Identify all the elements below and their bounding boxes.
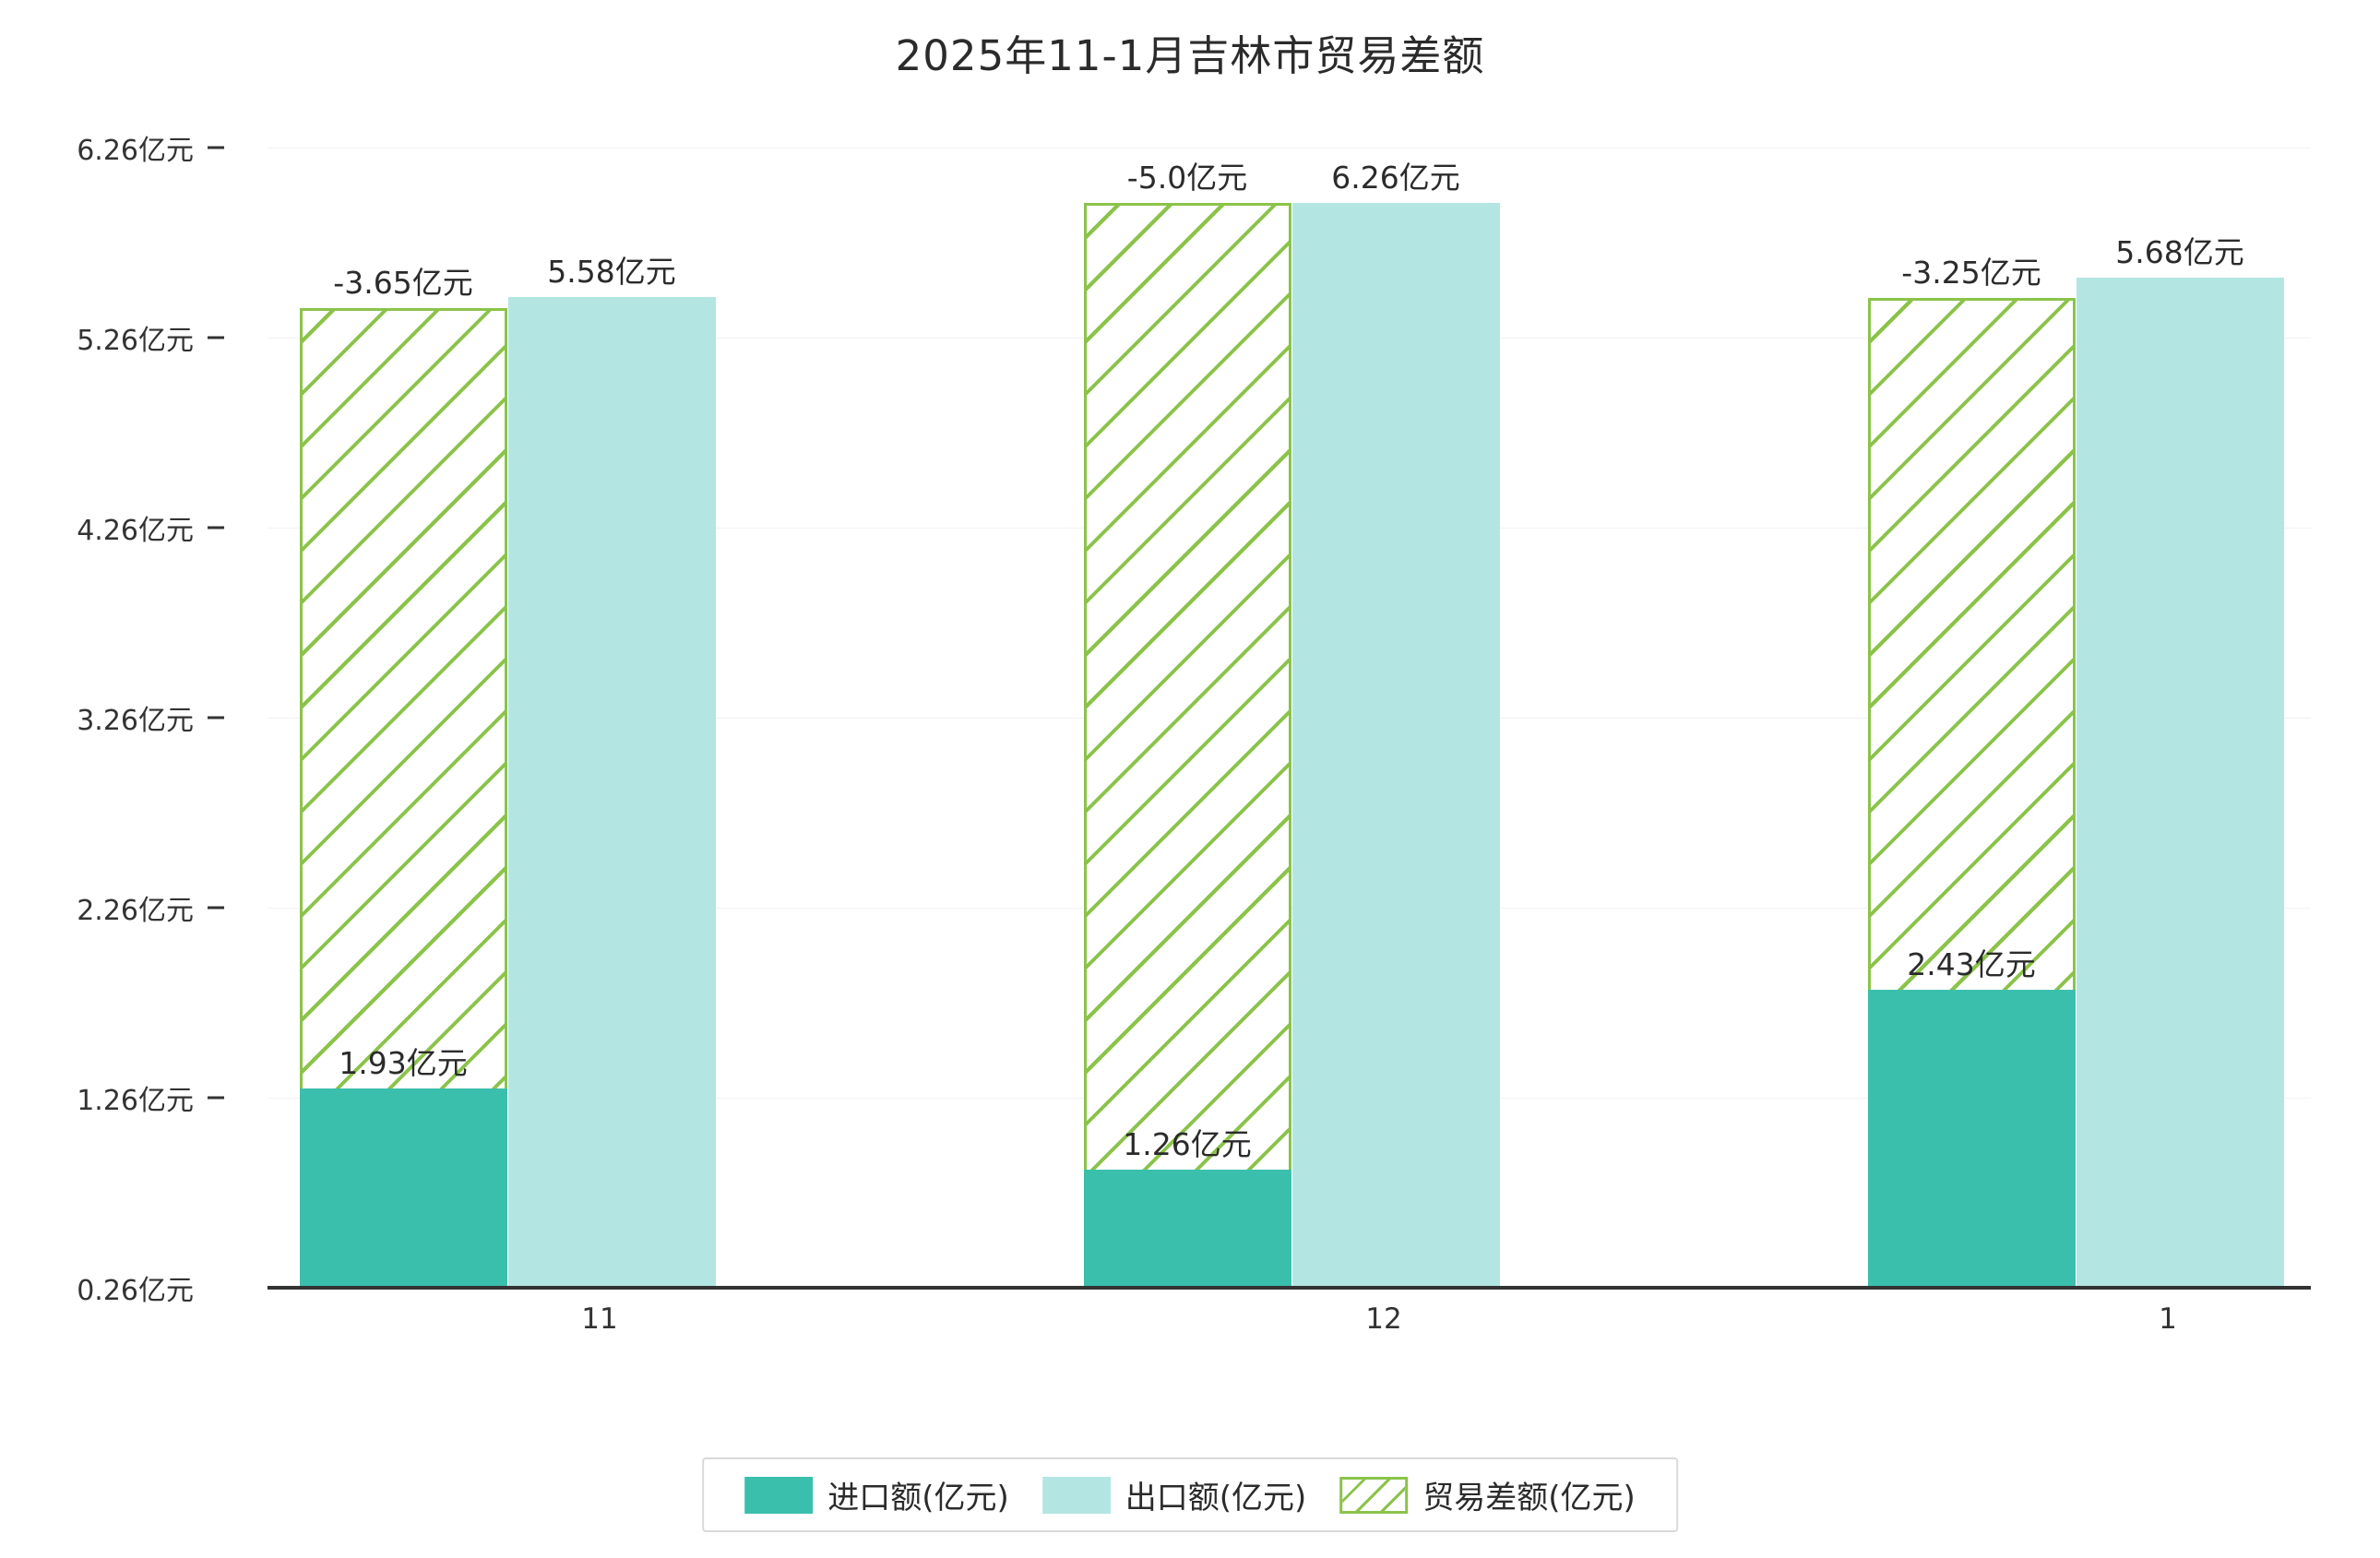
y-tick-label-1: 1.26亿元 — [77, 1085, 194, 1117]
bar-export-1[interactable] — [2077, 278, 2284, 1287]
bar-label-export-11: 5.58亿元 — [547, 254, 676, 290]
y-tick-dash-6 — [208, 146, 224, 149]
hatch-pattern — [1342, 1479, 1406, 1511]
legend-label-balance: 贸易差额(亿元) — [1422, 1480, 1636, 1516]
hatch-pattern — [1087, 206, 1289, 1284]
y-tick-label-5: 5.26亿元 — [77, 325, 194, 357]
gridline-6 — [268, 148, 2311, 149]
chart-title: 2025年11-1月吉林市贸易差额 — [895, 31, 1485, 80]
bar-balance-12[interactable] — [1084, 203, 1291, 1287]
bar-import-12[interactable] — [1084, 1170, 1291, 1287]
bar-label-export-1: 5.68亿元 — [2115, 234, 2244, 270]
x-axis-baseline — [268, 1286, 2311, 1290]
legend-label-export: 出口额(亿元) — [1125, 1480, 1307, 1516]
bar-label-balance-11: -3.65亿元 — [333, 265, 473, 301]
bar-label-import-1: 2.43亿元 — [1907, 946, 2036, 982]
y-tick-label-2: 2.26亿元 — [77, 895, 194, 927]
x-tick-label-11: 11 — [581, 1302, 618, 1336]
bar-label-import-12: 1.26亿元 — [1123, 1126, 1252, 1162]
legend-item-import[interactable]: 进口额(亿元) — [744, 1472, 1009, 1517]
legend-swatch-import-icon — [744, 1476, 814, 1514]
legend-swatch-export-icon — [1041, 1476, 1111, 1514]
bar-label-import-11: 1.93亿元 — [339, 1045, 468, 1081]
y-tick-label-3: 3.26亿元 — [77, 705, 194, 737]
legend-label-import: 进口额(亿元) — [827, 1480, 1009, 1516]
legend-item-export[interactable]: 出口额(亿元) — [1041, 1472, 1307, 1517]
legend-swatch-balance-icon — [1339, 1476, 1409, 1514]
bar-export-12[interactable] — [1292, 203, 1500, 1287]
x-tick-label-1: 1 — [2159, 1302, 2177, 1336]
plot-area: -3.65亿元 5.58亿元 1.93亿元 -5.0亿元 6.26亿元 1.26… — [268, 111, 2311, 1287]
chart-legend: 进口额(亿元) 出口额(亿元) 贸易差额(亿元) — [702, 1457, 1678, 1532]
x-tick-label-12: 12 — [1365, 1302, 1402, 1336]
bar-label-balance-12: -5.0亿元 — [1126, 160, 1248, 196]
bar-label-balance-1: -3.25亿元 — [1901, 255, 2041, 291]
bar-import-1[interactable] — [1868, 990, 2076, 1287]
legend-item-balance[interactable]: 贸易差额(亿元) — [1339, 1472, 1636, 1517]
y-tick-dash-1 — [208, 1096, 224, 1100]
bar-import-11[interactable] — [300, 1088, 507, 1287]
y-tick-label-6: 6.26亿元 — [77, 135, 194, 167]
y-tick-dash-3 — [208, 716, 224, 720]
y-tick-label-0: 0.26亿元 — [77, 1275, 194, 1307]
y-tick-dash-4 — [208, 526, 224, 529]
bar-export-11[interactable] — [508, 297, 716, 1287]
y-tick-dash-2 — [208, 906, 224, 910]
y-tick-label-4: 4.26亿元 — [77, 515, 194, 547]
bar-label-export-12: 6.26亿元 — [1331, 160, 1460, 196]
y-tick-dash-5 — [208, 336, 224, 339]
